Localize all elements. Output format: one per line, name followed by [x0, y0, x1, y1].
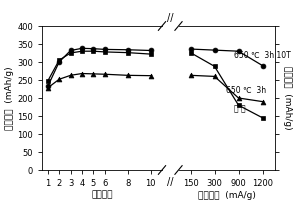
Text: //: //	[167, 13, 173, 23]
Text: 待 志: 待 志	[234, 104, 245, 113]
Text: 650 ℃  3h 10T: 650 ℃ 3h 10T	[234, 51, 290, 60]
Y-axis label: 放电容量  (mAh/g): 放电容量 (mAh/g)	[5, 66, 14, 130]
Y-axis label: 放电容量  (mAh/g): 放电容量 (mAh/g)	[283, 66, 292, 130]
X-axis label: 放电电流  (mA/g): 放电电流 (mA/g)	[198, 191, 255, 200]
X-axis label: 循环次数: 循环次数	[91, 191, 113, 200]
Text: //: //	[167, 177, 173, 187]
Text: 650 ℃  3h: 650 ℃ 3h	[226, 86, 267, 95]
